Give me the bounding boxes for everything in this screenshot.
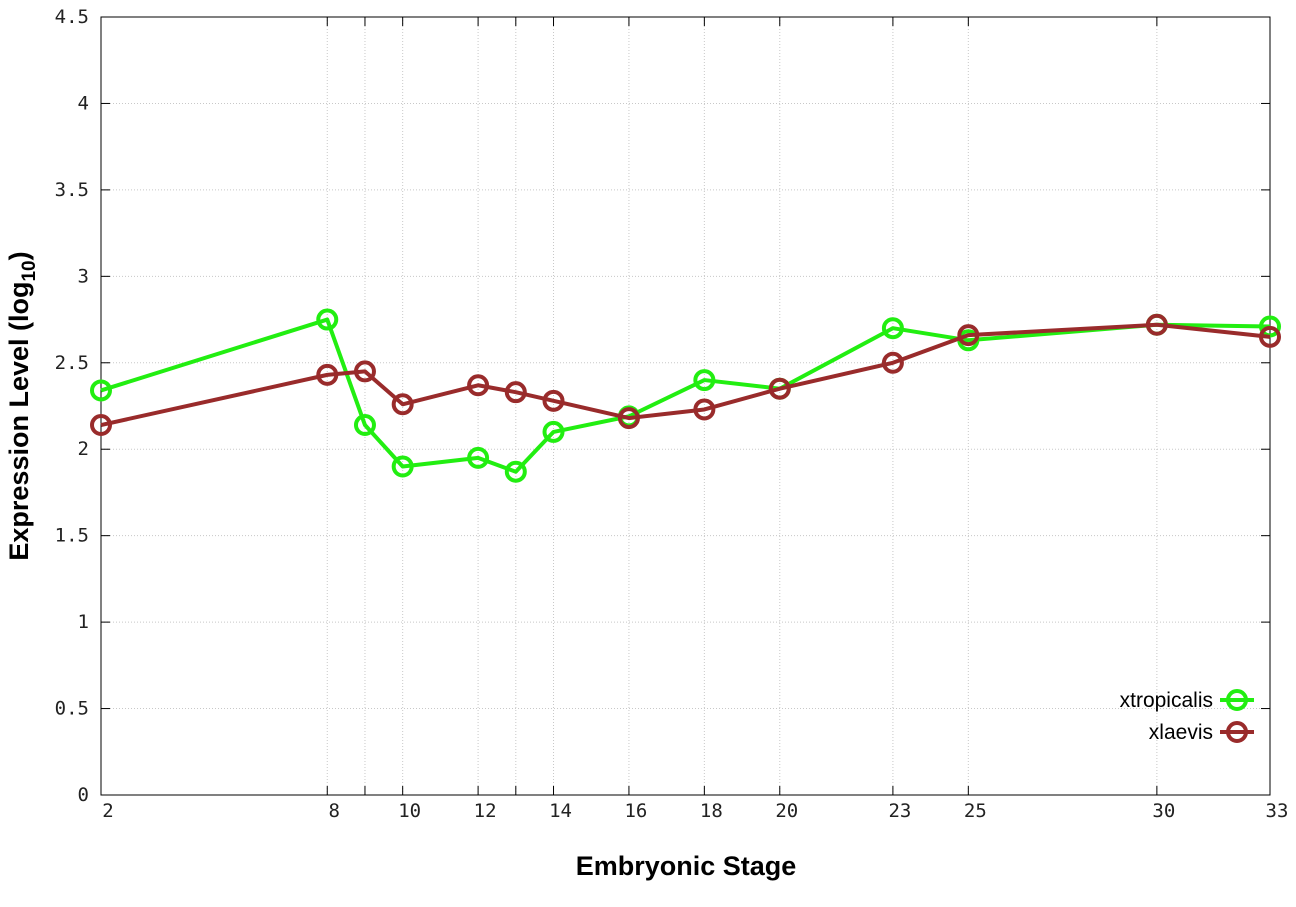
legend-label: xtropicalis [1120, 689, 1213, 712]
axis-ticks: 0 0.5 1 1.5 2 2.5 3 3.5 4 4.5 2 8 10 12 14 16 18 20 23 25 30… [55, 6, 1289, 822]
data-point [504, 381, 527, 404]
data-point [391, 455, 414, 478]
y-tick-label: 2.5 [55, 352, 89, 374]
y-tick-label: 1.5 [55, 525, 89, 547]
series-xlaevis [90, 313, 1281, 437]
data-point [467, 446, 490, 469]
data-point [353, 414, 376, 437]
legend: xtropicalis xlaevis [1120, 689, 1254, 744]
x-tick-label: 23 [888, 800, 911, 822]
x-tick-label: 25 [964, 800, 987, 822]
plot-frame [100, 16, 1271, 796]
data-point [957, 324, 980, 347]
x-tick-label: 18 [700, 800, 723, 822]
y-axis-title-subscript: 10 [19, 260, 40, 281]
x-tick-label: 8 [329, 800, 340, 822]
data-point [504, 460, 527, 483]
x-tick-label: 16 [624, 800, 647, 822]
y-axis-title: Expression Level (log10) [4, 251, 40, 560]
legend-marker [1226, 721, 1248, 743]
data-point [316, 308, 339, 331]
x-tick-label: 12 [474, 800, 497, 822]
x-axis-title: Embryonic Stage [576, 851, 797, 881]
series-layer [90, 308, 1281, 483]
legend-label: xlaevis [1149, 721, 1213, 744]
x-tick-label: 20 [775, 800, 798, 822]
series-line [100, 322, 1271, 427]
data-point [391, 393, 414, 416]
data-point [353, 360, 376, 383]
data-point [693, 369, 716, 392]
series-xtropicalis [90, 308, 1281, 483]
y-axis-title-close: ) [4, 251, 34, 260]
data-point [1259, 325, 1281, 348]
y-tick-label: 0 [78, 784, 89, 806]
x-tick-label: 10 [398, 800, 421, 822]
grid-lines [101, 17, 1270, 795]
y-tick-label: 3.5 [55, 179, 89, 201]
y-tick-label: 1 [78, 611, 89, 633]
y-tick-label: 4 [78, 92, 89, 114]
data-point [768, 377, 791, 400]
data-point [881, 351, 904, 374]
y-tick-label: 3 [78, 265, 89, 287]
y-tick-label: 0.5 [55, 698, 89, 720]
y-axis-title-main: Expression Level (log [4, 282, 34, 561]
y-tick-label: 4.5 [55, 6, 89, 28]
legend-marker [1226, 689, 1248, 711]
data-point [90, 414, 112, 437]
x-tick-label: 14 [549, 800, 572, 822]
data-point [316, 363, 339, 386]
data-point [881, 317, 904, 340]
data-point [467, 374, 490, 397]
data-point [1145, 313, 1168, 336]
y-tick-label: 2 [78, 438, 89, 460]
data-point [693, 398, 716, 421]
data-point [617, 407, 640, 430]
data-point [90, 379, 112, 402]
data-point [542, 420, 565, 443]
x-tick-label: 30 [1152, 800, 1175, 822]
data-point [542, 389, 565, 412]
x-tick-label: 2 [102, 800, 113, 822]
x-tick-label: 33 [1266, 800, 1289, 822]
